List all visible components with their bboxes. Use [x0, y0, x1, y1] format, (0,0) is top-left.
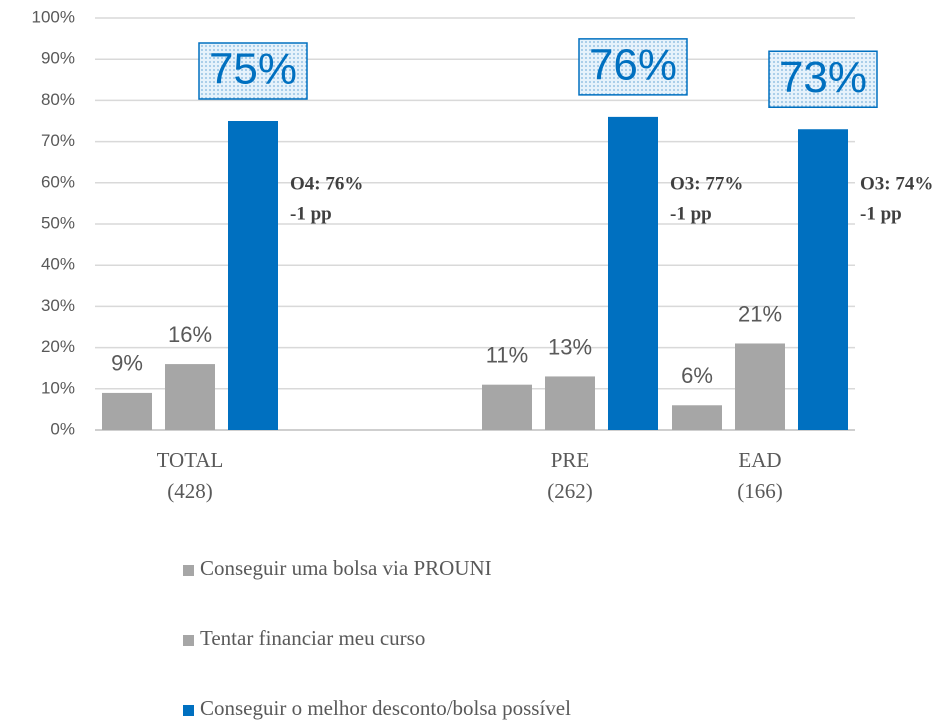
y-tick-label: 40% [41, 255, 75, 274]
annotation: -1 pp [290, 203, 332, 224]
value-label-box [198, 42, 308, 100]
bar [798, 129, 848, 431]
bar [735, 343, 785, 430]
legend-label: Conseguir uma bolsa via PROUNI [200, 556, 492, 580]
x-tick-sublabel: (428) [167, 479, 213, 503]
value-label: 76% [589, 41, 677, 90]
annotation: -1 pp [860, 203, 902, 224]
annotation: O4: 76% [290, 173, 363, 194]
legend-swatch [183, 635, 194, 646]
annotation: O3: 74% [860, 173, 933, 194]
x-tick-label: PRE [551, 448, 590, 472]
value-label: 73% [779, 53, 867, 102]
y-tick-label: 80% [41, 90, 75, 109]
value-label: 21% [738, 301, 782, 326]
annotation: O3: 77% [670, 173, 743, 194]
y-tick-label: 60% [41, 172, 75, 191]
y-tick-label: 90% [41, 49, 75, 68]
bar [482, 384, 532, 430]
bar [608, 116, 658, 430]
y-tick-label: 0% [50, 419, 75, 438]
value-label-box [768, 50, 878, 108]
bar [228, 121, 278, 430]
y-tick-label: 30% [41, 296, 75, 315]
y-tick-label: 50% [41, 213, 75, 232]
value-label: 9% [111, 351, 143, 376]
annotation: -1 pp [670, 203, 712, 224]
y-tick-label: 100% [32, 7, 75, 26]
legend-label: Tentar financiar meu curso [200, 626, 425, 650]
value-label-box [578, 38, 688, 96]
legend-label: Conseguir o melhor desconto/bolsa possív… [200, 696, 571, 720]
x-tick-sublabel: (166) [737, 479, 783, 503]
y-tick-label: 10% [41, 378, 75, 397]
x-tick-label: EAD [738, 448, 781, 472]
legend-swatch [183, 565, 194, 576]
legend-swatch [183, 705, 194, 716]
bar [165, 364, 215, 430]
bar [672, 405, 722, 430]
value-label: 13% [548, 334, 592, 359]
value-label: 75% [209, 45, 297, 94]
y-tick-label: 70% [41, 131, 75, 150]
bar [102, 392, 152, 430]
value-label: 6% [681, 363, 713, 388]
value-label: 11% [486, 342, 528, 367]
value-label: 16% [168, 322, 212, 347]
bar [545, 376, 595, 430]
x-tick-sublabel: (262) [547, 479, 593, 503]
x-tick-label: TOTAL [157, 448, 224, 472]
y-tick-label: 20% [41, 337, 75, 356]
